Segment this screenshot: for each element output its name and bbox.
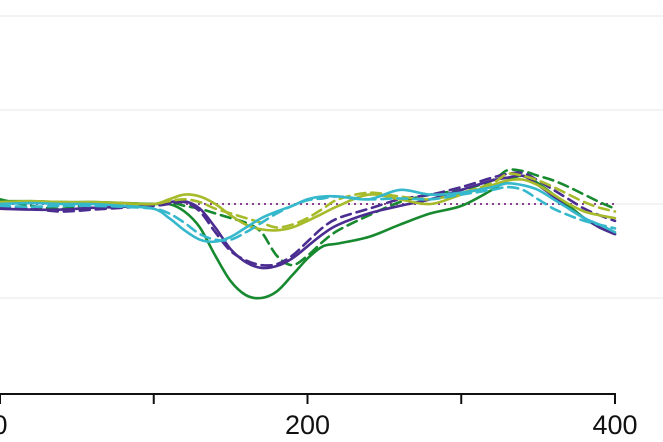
x-axis: 0 200 400 xyxy=(0,393,638,440)
x-tick-label-400: 400 xyxy=(592,410,637,440)
horizontal-gridlines xyxy=(0,15,663,299)
x-tick-label-200: 200 xyxy=(285,410,330,440)
series-line-0-solid xyxy=(0,174,617,300)
series-lines xyxy=(0,168,617,300)
series-line-7-dashed xyxy=(0,185,617,242)
series-line-6-solid xyxy=(0,181,617,244)
series-line-5-dashed xyxy=(0,172,617,229)
x-tick-label-0: 0 xyxy=(0,410,8,440)
series-line-3-dashed xyxy=(0,171,617,267)
